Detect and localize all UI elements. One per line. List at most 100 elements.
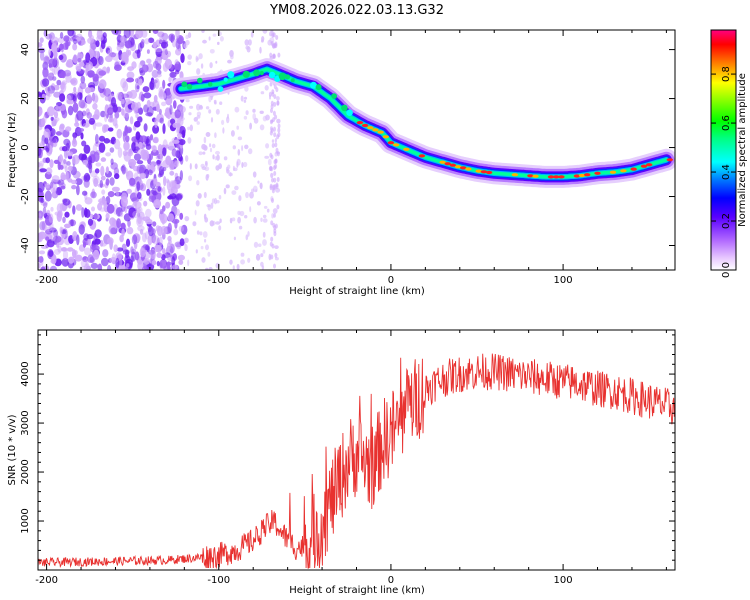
noise-speck bbox=[85, 174, 91, 181]
noise-speck bbox=[153, 178, 157, 186]
noise-speck bbox=[179, 238, 185, 247]
noise-speck bbox=[253, 241, 259, 248]
noise-speck bbox=[126, 188, 132, 194]
snr-panel: -200 -100 0 100 1000 2000 3000 4000 Height of s… bbox=[7, 329, 676, 596]
noise-speck bbox=[247, 39, 252, 46]
noise-speck bbox=[60, 185, 66, 190]
noise-speck bbox=[52, 118, 58, 124]
noise-speck bbox=[49, 181, 54, 189]
noise-speck bbox=[110, 97, 117, 107]
noise-speck bbox=[98, 79, 107, 89]
noise-speck bbox=[273, 165, 276, 171]
noise-speck bbox=[145, 143, 152, 150]
noise-speck bbox=[259, 110, 264, 115]
noise-speck bbox=[138, 78, 143, 86]
noise-speck bbox=[39, 51, 45, 61]
noise-speck bbox=[78, 99, 86, 109]
noise-speck bbox=[197, 193, 202, 199]
noise-speck bbox=[76, 184, 80, 196]
noise-speck bbox=[106, 203, 115, 214]
noise-speck bbox=[58, 154, 64, 163]
noise-speck bbox=[164, 58, 173, 70]
noise-speck bbox=[65, 40, 69, 50]
noise-speck bbox=[96, 35, 104, 42]
noise-speck bbox=[242, 161, 248, 168]
noise-speck bbox=[145, 112, 153, 117]
noise-speck bbox=[38, 212, 42, 219]
noise-speck bbox=[212, 33, 217, 37]
ridge-peak bbox=[444, 162, 451, 166]
noise-speck bbox=[109, 217, 116, 226]
noise-speck bbox=[271, 243, 275, 249]
noise-speck bbox=[66, 247, 74, 252]
noise-speck bbox=[145, 218, 153, 225]
noise-speck bbox=[110, 158, 114, 165]
noise-speck bbox=[90, 191, 97, 199]
noise-speck bbox=[185, 155, 189, 162]
noise-speck bbox=[64, 211, 70, 218]
noise-speck bbox=[262, 239, 267, 246]
noise-speck bbox=[94, 238, 101, 245]
noise-speck bbox=[143, 123, 148, 132]
noise-speck bbox=[200, 63, 204, 69]
noise-speck bbox=[155, 245, 163, 253]
noise-speck bbox=[202, 151, 206, 155]
noise-speck bbox=[158, 166, 165, 176]
noise-speck bbox=[202, 231, 208, 238]
noise-speck bbox=[240, 252, 245, 257]
noise-speck bbox=[271, 143, 275, 148]
noise-speck bbox=[203, 213, 207, 220]
noise-speck bbox=[132, 210, 140, 219]
noise-speck bbox=[56, 79, 62, 86]
snr-marks bbox=[38, 353, 675, 569]
noise-speck bbox=[100, 175, 106, 181]
noise-speck bbox=[142, 232, 147, 243]
noise-speck bbox=[169, 71, 177, 78]
ridge-peak bbox=[341, 104, 348, 112]
noise-speck bbox=[274, 223, 278, 229]
noise-speck bbox=[83, 174, 87, 182]
noise-speck bbox=[123, 141, 130, 151]
noise-speck bbox=[157, 186, 162, 192]
noise-speck bbox=[159, 35, 163, 44]
noise-speck bbox=[120, 98, 125, 105]
noise-speck bbox=[178, 225, 185, 232]
noise-speck bbox=[151, 228, 156, 235]
noise-speck bbox=[161, 101, 167, 107]
ridge-peak bbox=[475, 169, 482, 173]
noise-speck bbox=[233, 236, 236, 241]
noise-speck bbox=[79, 81, 87, 90]
x-tick-label: -200 bbox=[35, 275, 58, 286]
noise-speck bbox=[134, 146, 140, 151]
noise-speck bbox=[46, 226, 53, 232]
noise-speck bbox=[110, 227, 117, 235]
noise-speck bbox=[136, 49, 141, 59]
noise-speck bbox=[237, 149, 241, 156]
noise-speck bbox=[38, 256, 44, 263]
noise-speck bbox=[149, 134, 154, 141]
ridge-peak bbox=[578, 173, 586, 178]
noise-speck bbox=[116, 91, 123, 101]
ridge-peak bbox=[382, 135, 389, 139]
noise-speck bbox=[93, 213, 98, 220]
noise-speck bbox=[146, 49, 150, 54]
noise-speck bbox=[243, 96, 248, 100]
noise-speck bbox=[98, 55, 104, 66]
colorbar-tick-label: 0.4 bbox=[721, 164, 732, 180]
noise-speck bbox=[229, 171, 232, 177]
noise-speck bbox=[200, 245, 204, 250]
noise-speck bbox=[115, 257, 120, 269]
x-tick-label: 0 bbox=[388, 275, 394, 286]
noise-speck bbox=[271, 139, 275, 143]
noise-speck bbox=[106, 237, 114, 245]
noise-speck bbox=[215, 60, 218, 64]
noise-speck bbox=[73, 86, 77, 93]
noise-speck bbox=[134, 120, 141, 128]
noise-speck bbox=[141, 39, 145, 45]
noise-speck bbox=[252, 113, 256, 121]
noise-speck bbox=[174, 63, 180, 70]
noise-speck bbox=[39, 160, 45, 167]
noise-speck bbox=[244, 215, 248, 219]
noise-speck bbox=[259, 182, 263, 190]
noise-speck bbox=[275, 187, 281, 193]
